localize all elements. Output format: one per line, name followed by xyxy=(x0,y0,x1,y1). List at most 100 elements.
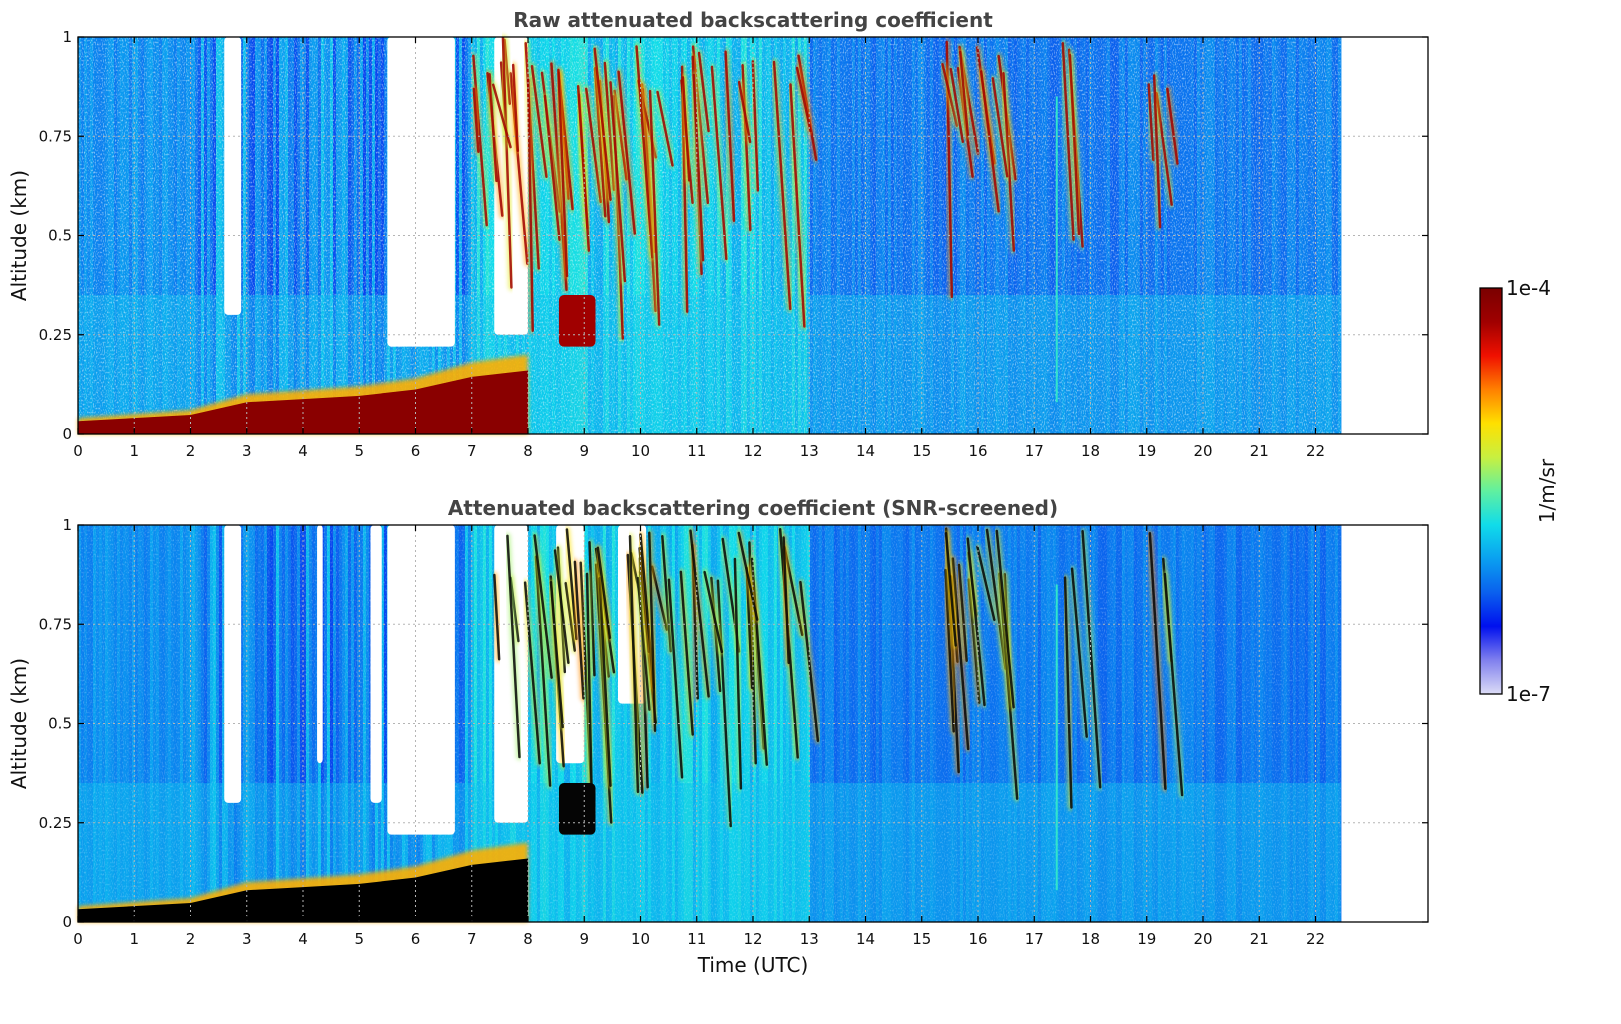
raw-y-ticks: 0 0.25 0.5 0.75 1 xyxy=(39,28,1428,443)
x-tick-label: 20 xyxy=(1193,442,1212,460)
cloud-streak xyxy=(1081,529,1102,789)
cloud-streak xyxy=(1148,532,1167,790)
x-tick-label: 2 xyxy=(186,930,196,948)
x-tick-label: 13 xyxy=(800,442,819,460)
cloud-streak xyxy=(564,581,577,652)
cloud-streak xyxy=(667,578,684,779)
cloud-streak xyxy=(593,47,612,201)
cloud-streak xyxy=(795,66,812,133)
cloud-streak xyxy=(1070,567,1088,738)
clear-air-gap xyxy=(387,525,455,835)
x-tick-label: 1 xyxy=(129,930,139,948)
cloud-streak xyxy=(488,72,498,183)
x-tick-label: 11 xyxy=(687,930,706,948)
cloud-streak xyxy=(598,577,612,787)
cloud-streak xyxy=(967,578,981,704)
y-tick-label: 0.25 xyxy=(39,814,72,832)
screened-y-axis-label: Altitude (km) xyxy=(7,658,31,789)
clear-air-gap xyxy=(370,525,382,803)
y-tick-label: 1 xyxy=(62,28,72,46)
cloud-streak xyxy=(585,572,594,801)
cloud-streak xyxy=(772,60,792,311)
x-tick-label: 17 xyxy=(1025,930,1044,948)
raw-x-ticks: 0 1 2 3 4 5 6 7 8 9 10 11 12 13 14 15 16 17 18 19 20 21 22 xyxy=(73,37,1325,460)
cloud-streak xyxy=(565,528,578,641)
cloud-streak xyxy=(737,531,759,621)
cloud-streak xyxy=(511,63,520,153)
cloud-streak xyxy=(501,36,513,289)
x-tick-label: 15 xyxy=(912,930,931,948)
raw-y-axis-label: Altitude (km) xyxy=(7,170,31,301)
cloud-streak xyxy=(689,529,710,698)
x-tick-label: 16 xyxy=(968,930,987,948)
cloud-streak xyxy=(782,536,790,665)
cloud-streak xyxy=(656,90,674,167)
cloud-streak xyxy=(1061,41,1075,241)
x-axis-label: Time (UTC) xyxy=(697,953,809,977)
cloud-streak xyxy=(1147,83,1155,162)
cloud-streak xyxy=(751,60,760,192)
cloud-streak xyxy=(733,557,743,790)
x-tick-label: 0 xyxy=(73,442,83,460)
screened-y-ticks: 0 0.25 0.5 0.75 1 xyxy=(39,516,1428,931)
x-tick-label: 14 xyxy=(856,442,875,460)
x-tick-label: 2 xyxy=(186,442,196,460)
y-tick-label: 0.75 xyxy=(39,127,72,145)
colorbar-unit-label: 1/m/sr xyxy=(1535,458,1559,523)
cloud-streak xyxy=(991,77,1009,178)
cloud-streak xyxy=(576,84,591,252)
cloud-streak xyxy=(949,67,965,144)
x-tick-label: 14 xyxy=(856,930,875,948)
x-tick-label: 21 xyxy=(1250,930,1269,948)
x-tick-label: 3 xyxy=(242,930,252,948)
x-tick-label: 7 xyxy=(467,442,477,460)
cloud-streak xyxy=(543,94,561,241)
cloud-streak xyxy=(979,70,1000,213)
cloud-streak xyxy=(1163,572,1184,797)
x-tick-label: 5 xyxy=(354,442,364,460)
cloud-streak xyxy=(679,570,694,736)
low-cloud xyxy=(558,295,596,347)
cloud-streak xyxy=(617,70,637,235)
x-tick-label: 4 xyxy=(298,930,308,948)
clear-air-gap xyxy=(317,525,323,764)
cloud-streak xyxy=(628,535,640,794)
cloud-streak xyxy=(958,50,970,137)
x-tick-label: 3 xyxy=(242,442,252,460)
x-tick-label: 22 xyxy=(1306,442,1325,460)
cloud-streak xyxy=(530,65,548,179)
x-tick-label: 5 xyxy=(354,930,364,948)
cloud-streak xyxy=(966,537,986,707)
cloud-streak xyxy=(697,51,710,133)
x-tick-label: 8 xyxy=(523,442,533,460)
colorbar: 1e-4 1e-7 1/m/sr xyxy=(1479,276,1559,706)
snr-screened-panel: Attenuated backscattering coefficient (S… xyxy=(7,496,1429,977)
x-tick-label: 9 xyxy=(579,930,589,948)
y-tick-label: 0.5 xyxy=(48,715,72,733)
cloud-streak xyxy=(681,76,691,182)
cloud-streak xyxy=(506,534,521,759)
x-tick-label: 19 xyxy=(1137,442,1156,460)
x-tick-label: 17 xyxy=(1025,442,1044,460)
cloud-streak xyxy=(1063,576,1073,809)
x-tick-label: 19 xyxy=(1137,930,1156,948)
cloud-streak xyxy=(995,529,1015,709)
x-tick-label: 9 xyxy=(579,442,589,460)
cloud-streak xyxy=(941,63,959,127)
colorbar-frame xyxy=(1479,287,1503,695)
x-tick-label: 13 xyxy=(800,930,819,948)
cloud-streak xyxy=(573,560,585,700)
x-tick-label: 8 xyxy=(523,930,533,948)
x-tick-label: 0 xyxy=(73,930,83,948)
x-tick-label: 22 xyxy=(1306,930,1325,948)
cloud-streak xyxy=(609,81,627,283)
y-tick-label: 1 xyxy=(62,516,72,534)
cloud-streak xyxy=(737,80,752,144)
cloud-streak xyxy=(1002,72,1016,252)
x-tick-label: 11 xyxy=(687,442,706,460)
x-tick-label: 18 xyxy=(1081,930,1100,948)
cloud-streak xyxy=(648,531,657,732)
cloud-streak xyxy=(951,557,970,751)
cloud-streak xyxy=(1068,53,1081,236)
